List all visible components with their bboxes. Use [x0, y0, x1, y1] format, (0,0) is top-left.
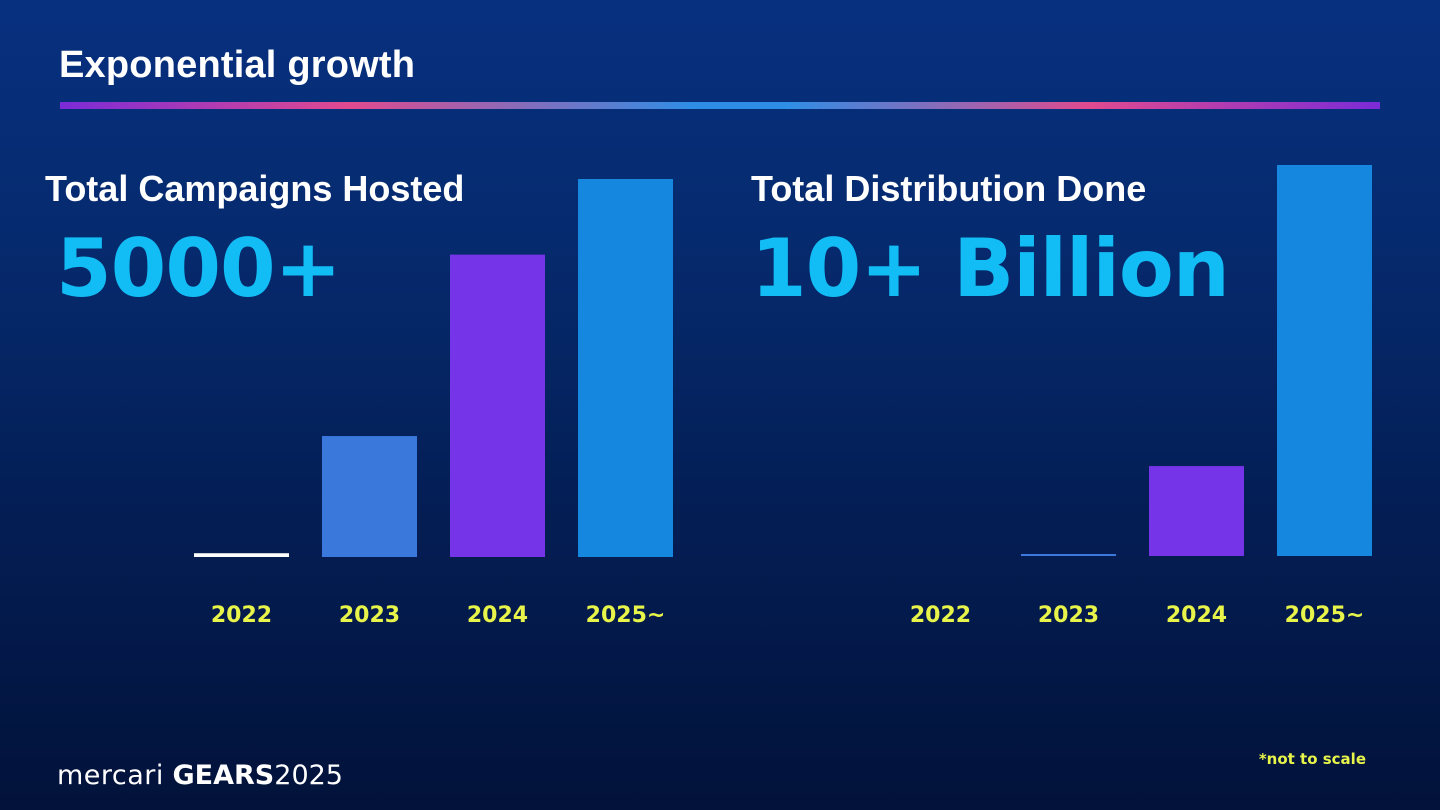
distribution-headline-stat: 10+ Billion	[751, 222, 1230, 315]
campaigns-chart-title: Total Campaigns Hosted	[45, 168, 465, 209]
campaigns-tick-label: 2024	[467, 603, 528, 628]
title-divider	[60, 102, 1380, 109]
distribution-tick-label: 2024	[1166, 603, 1227, 628]
distribution-tick-label: 2022	[910, 603, 971, 628]
distribution-chart-title: Total Distribution Done	[751, 168, 1147, 209]
mercari-gears-logo: mercari GEARS2025	[57, 760, 343, 791]
distribution-bar-2025	[1277, 165, 1372, 556]
logo-brand: mercari	[57, 760, 164, 791]
campaigns-tick-label: 2025~	[586, 603, 666, 628]
campaigns-bar-2023	[322, 436, 417, 557]
slide-title: Exponential growth	[59, 44, 416, 86]
distribution-bar-2023	[1021, 554, 1116, 556]
campaigns-tick-label: 2022	[211, 603, 272, 628]
footnote: *not to scale	[1258, 750, 1366, 768]
distribution-tick-label: 2025~	[1285, 603, 1365, 628]
campaigns-tick-label: 2023	[339, 603, 400, 628]
distribution-tick-label: 2023	[1038, 603, 1099, 628]
campaigns-bar-2022	[194, 553, 289, 557]
distribution-bar-2024	[1149, 466, 1244, 556]
campaigns-bar-2025	[578, 179, 673, 557]
logo-event: GEARS	[172, 760, 275, 791]
campaigns-headline-stat: 5000+	[56, 222, 342, 315]
campaigns-bar-2024	[450, 254, 545, 557]
logo-year: 2025	[274, 760, 343, 791]
